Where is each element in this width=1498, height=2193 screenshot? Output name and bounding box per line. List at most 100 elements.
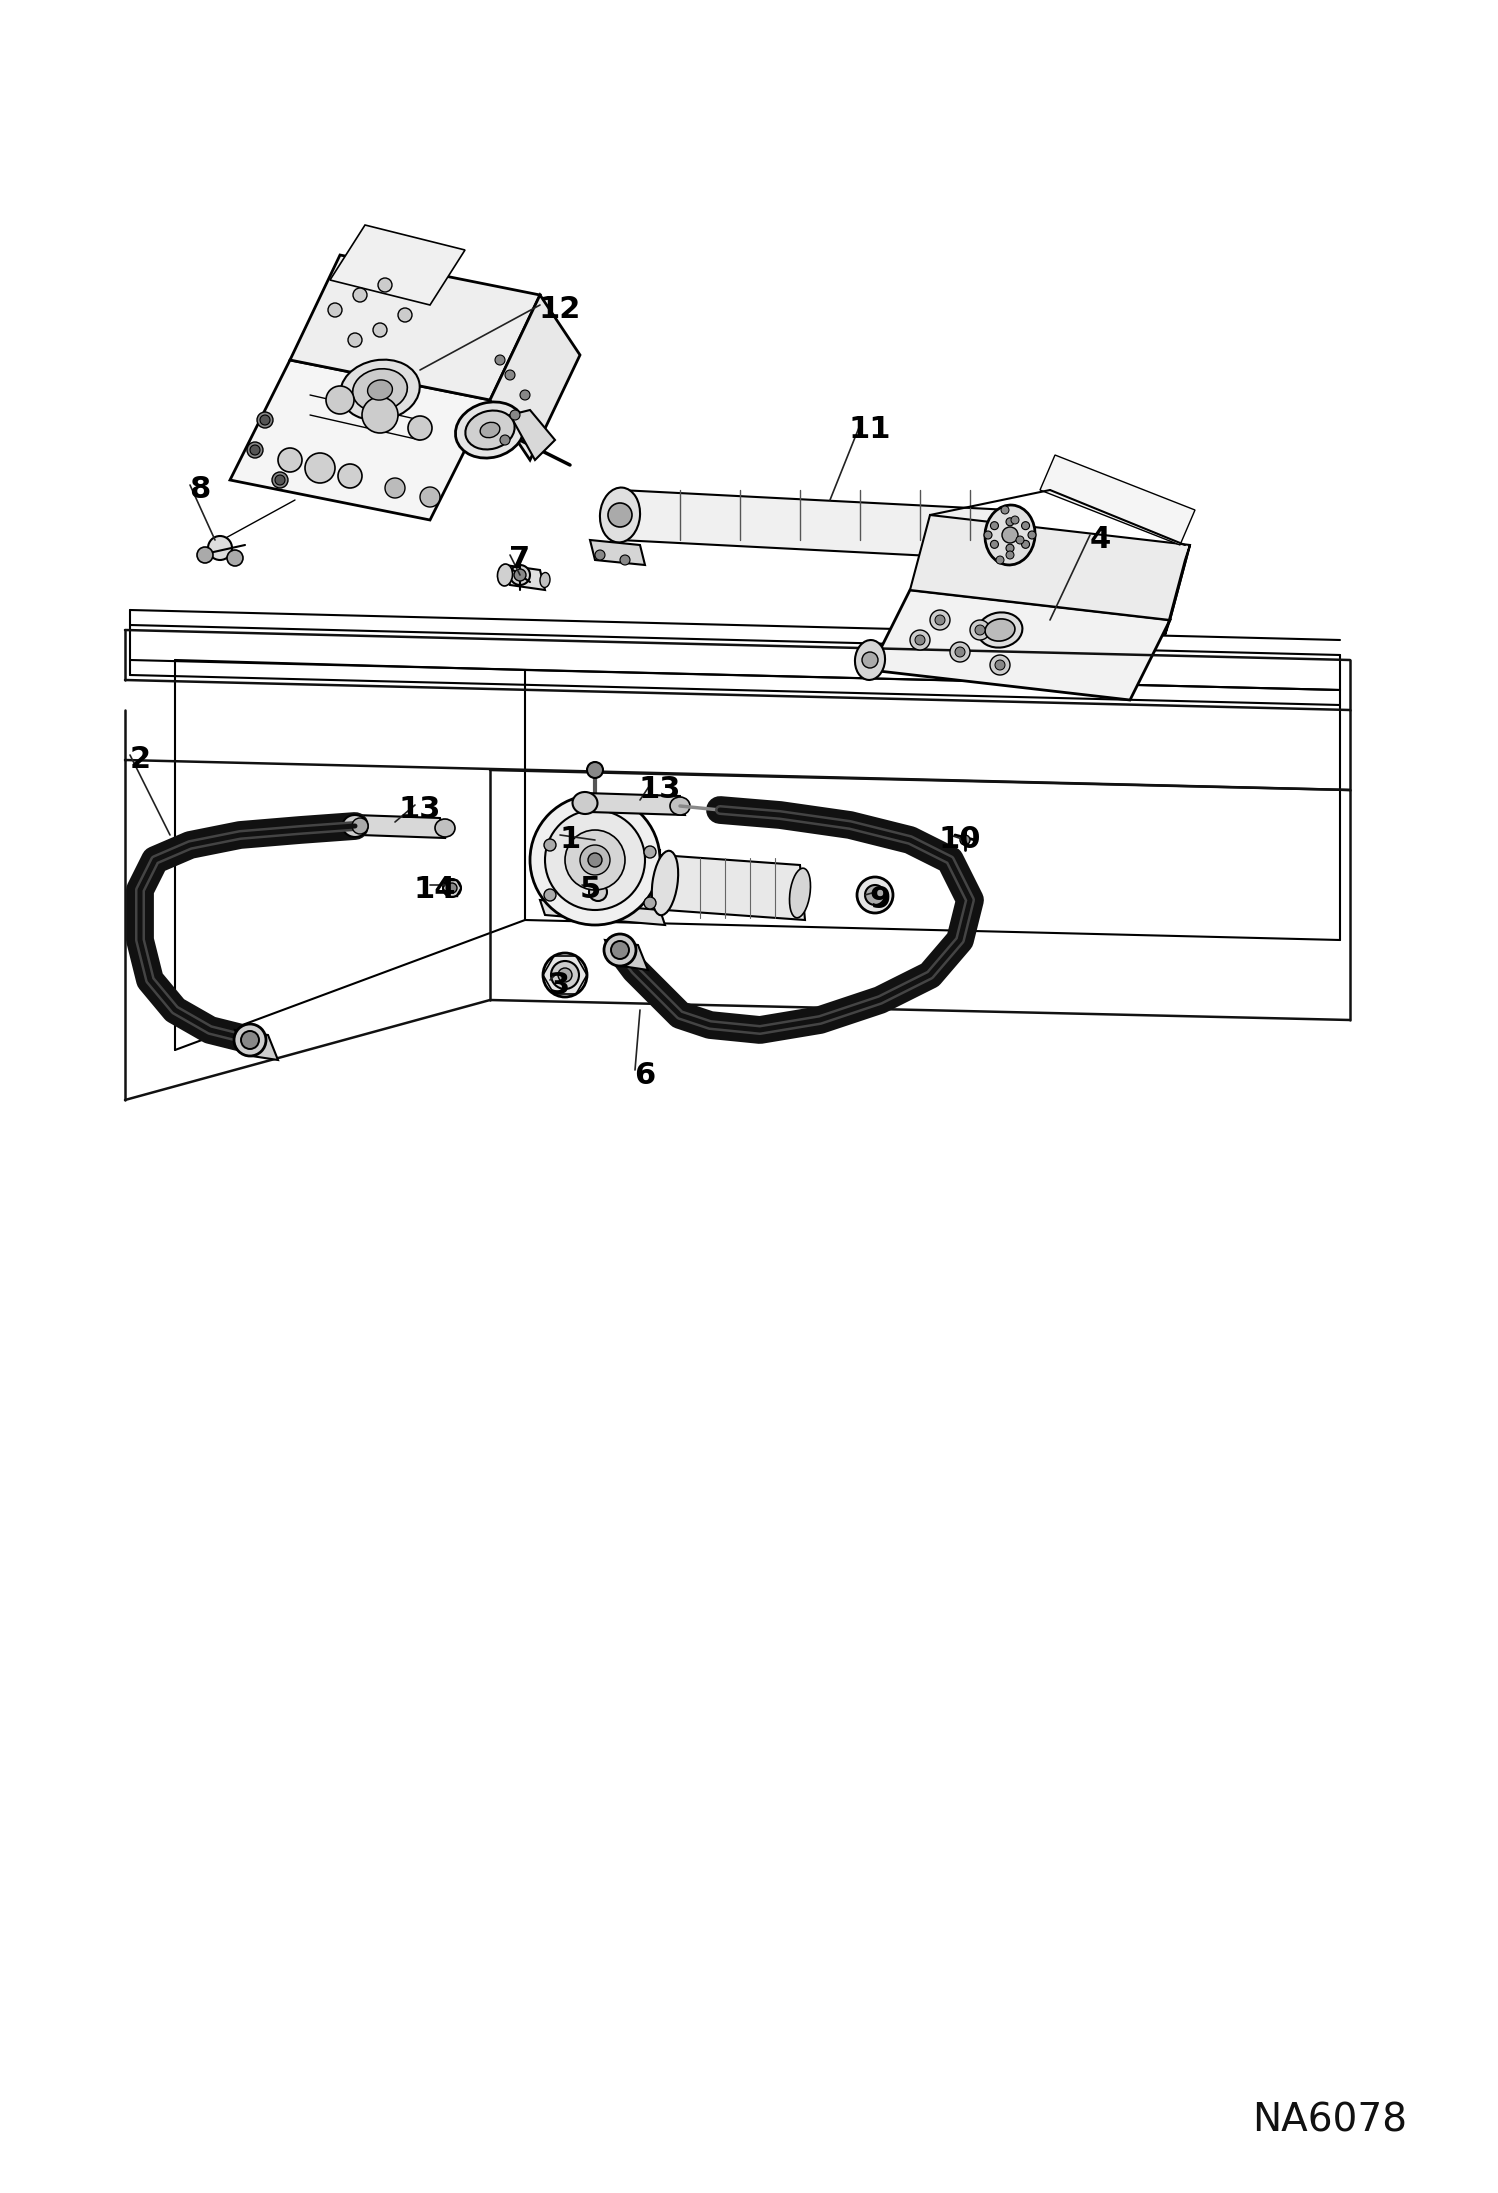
Circle shape: [385, 478, 404, 498]
Circle shape: [348, 333, 363, 346]
Polygon shape: [870, 590, 1170, 700]
Circle shape: [861, 651, 878, 669]
Circle shape: [247, 443, 264, 458]
Ellipse shape: [455, 401, 524, 458]
Circle shape: [354, 287, 367, 303]
Circle shape: [208, 535, 232, 559]
Text: 10: 10: [939, 825, 981, 855]
Polygon shape: [1165, 546, 1189, 636]
Circle shape: [950, 643, 971, 662]
Circle shape: [377, 279, 392, 292]
Circle shape: [273, 471, 288, 489]
Polygon shape: [539, 899, 665, 925]
Circle shape: [544, 888, 556, 901]
Circle shape: [975, 625, 986, 636]
Text: 5: 5: [580, 875, 601, 904]
Circle shape: [530, 796, 661, 925]
Circle shape: [373, 322, 386, 338]
Ellipse shape: [539, 572, 550, 588]
Circle shape: [258, 412, 273, 428]
Circle shape: [580, 844, 610, 875]
Circle shape: [352, 818, 369, 833]
Circle shape: [595, 550, 605, 559]
Circle shape: [611, 941, 629, 958]
Text: 4: 4: [1089, 526, 1110, 555]
Ellipse shape: [986, 504, 1035, 566]
Circle shape: [306, 454, 336, 482]
Circle shape: [1007, 550, 1014, 559]
Ellipse shape: [466, 410, 515, 450]
Circle shape: [1016, 535, 1025, 544]
Circle shape: [520, 390, 530, 399]
Circle shape: [419, 487, 440, 507]
Circle shape: [565, 829, 625, 890]
Circle shape: [443, 879, 461, 897]
Polygon shape: [620, 489, 1010, 559]
Polygon shape: [490, 296, 580, 461]
Ellipse shape: [481, 423, 500, 439]
Polygon shape: [231, 360, 490, 520]
Ellipse shape: [855, 640, 885, 680]
Circle shape: [971, 621, 990, 640]
Circle shape: [228, 550, 243, 566]
Circle shape: [509, 566, 530, 586]
Text: 8: 8: [189, 476, 211, 504]
Circle shape: [328, 303, 342, 318]
Ellipse shape: [352, 368, 407, 412]
Circle shape: [327, 386, 354, 414]
Circle shape: [930, 610, 950, 629]
Circle shape: [261, 414, 270, 425]
Circle shape: [909, 629, 930, 649]
Circle shape: [644, 897, 656, 910]
Ellipse shape: [652, 851, 679, 914]
Text: 14: 14: [413, 875, 457, 904]
Circle shape: [557, 967, 572, 982]
Circle shape: [864, 886, 885, 906]
Polygon shape: [291, 254, 539, 399]
Circle shape: [587, 761, 604, 779]
Circle shape: [279, 447, 303, 471]
Circle shape: [505, 371, 515, 379]
Polygon shape: [330, 226, 464, 305]
Circle shape: [1011, 515, 1019, 524]
Circle shape: [363, 397, 398, 432]
Ellipse shape: [367, 379, 392, 399]
Circle shape: [990, 539, 999, 548]
Polygon shape: [539, 840, 661, 899]
Ellipse shape: [670, 796, 691, 816]
Circle shape: [644, 846, 656, 857]
Circle shape: [984, 531, 992, 539]
Circle shape: [996, 557, 1004, 564]
Circle shape: [545, 809, 646, 910]
Circle shape: [1007, 544, 1014, 553]
Circle shape: [407, 417, 431, 441]
Ellipse shape: [978, 612, 1023, 647]
Ellipse shape: [572, 792, 598, 814]
Ellipse shape: [789, 868, 810, 919]
Ellipse shape: [497, 564, 512, 586]
Circle shape: [542, 954, 587, 998]
Circle shape: [339, 465, 363, 489]
Circle shape: [551, 961, 580, 989]
Text: 13: 13: [398, 796, 442, 825]
Circle shape: [398, 307, 412, 322]
Polygon shape: [505, 566, 545, 590]
Text: 6: 6: [634, 1061, 656, 1090]
Polygon shape: [661, 855, 804, 921]
Text: 13: 13: [638, 776, 682, 805]
Circle shape: [620, 555, 631, 566]
Circle shape: [509, 410, 520, 421]
Circle shape: [1007, 518, 1014, 526]
Ellipse shape: [343, 816, 367, 838]
Polygon shape: [909, 515, 1189, 621]
Text: 3: 3: [550, 971, 571, 1000]
Polygon shape: [235, 1031, 279, 1059]
Circle shape: [589, 884, 607, 901]
Text: 2: 2: [129, 746, 151, 774]
Circle shape: [990, 522, 999, 531]
Polygon shape: [590, 539, 646, 566]
Text: 11: 11: [849, 414, 891, 445]
Polygon shape: [586, 794, 685, 816]
Ellipse shape: [340, 360, 419, 421]
Polygon shape: [605, 941, 649, 969]
